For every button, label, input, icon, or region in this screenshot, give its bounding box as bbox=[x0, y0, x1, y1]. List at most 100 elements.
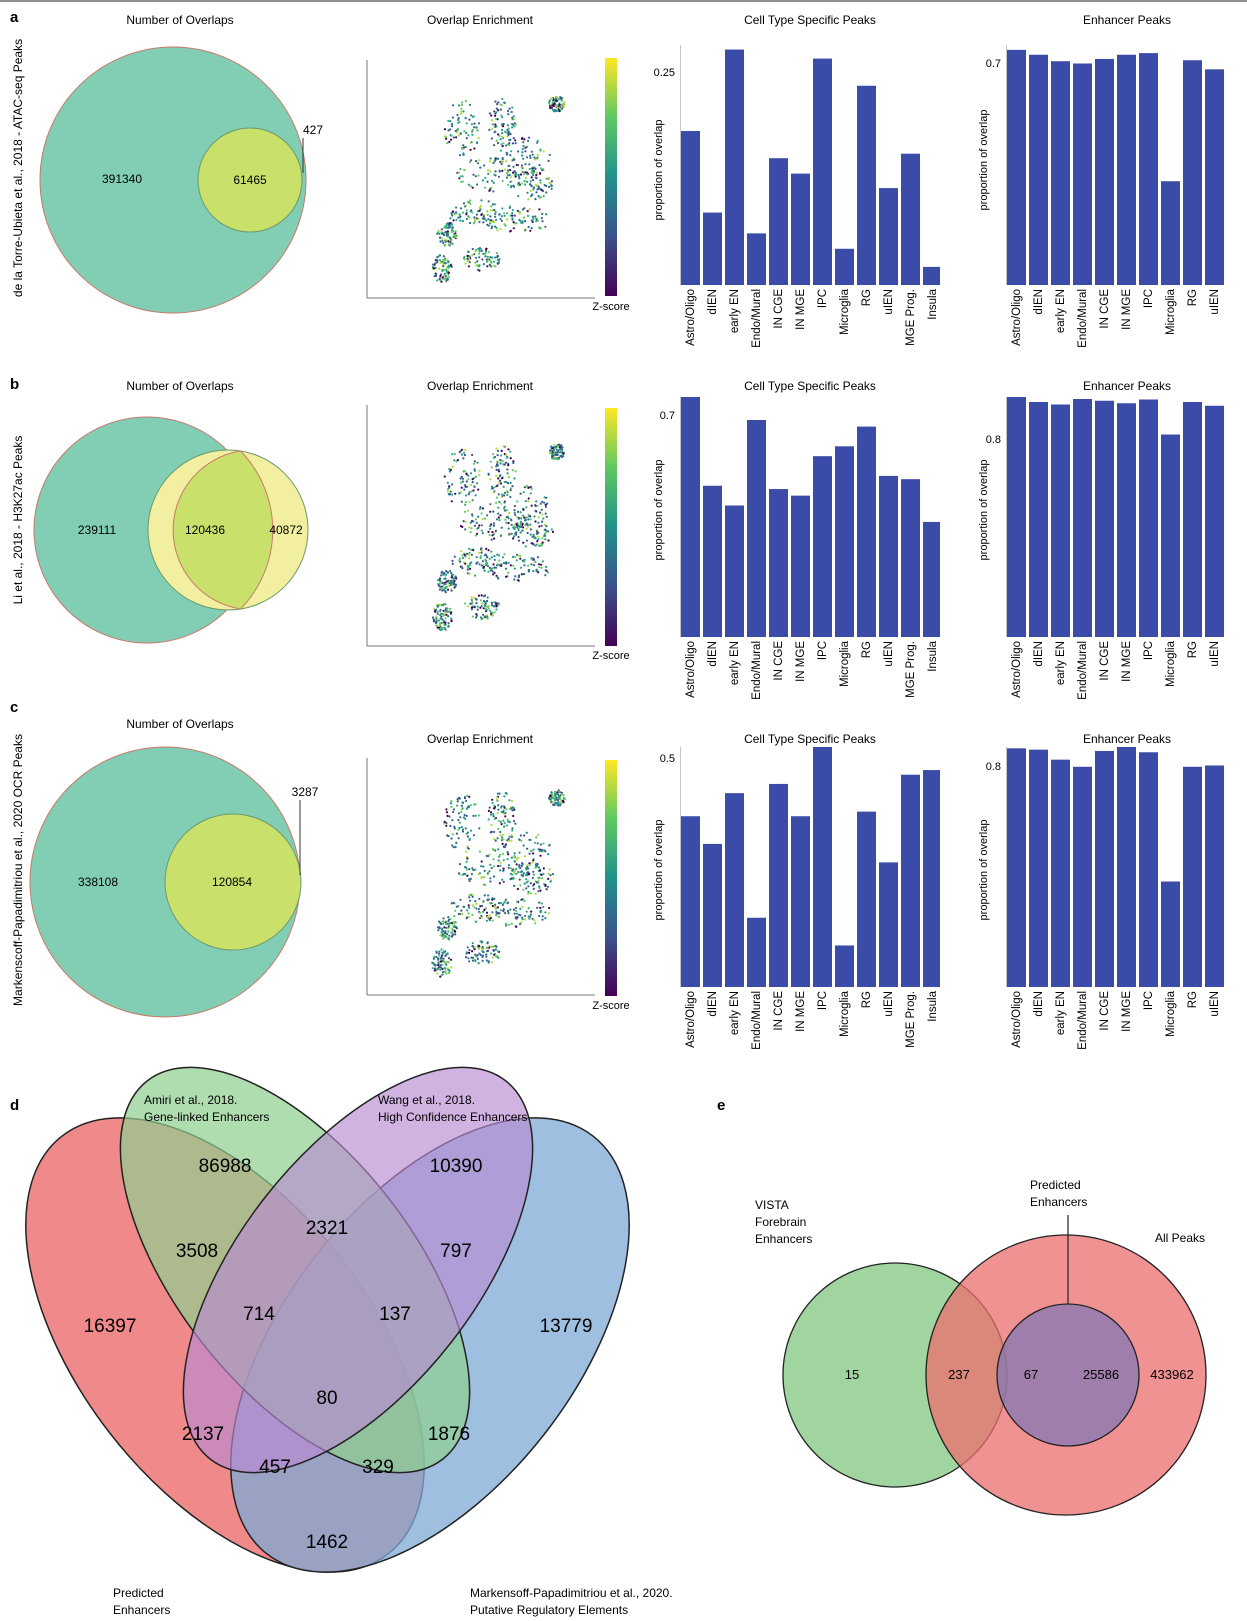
umap-point bbox=[555, 446, 558, 449]
umap-point bbox=[507, 820, 510, 823]
umap-point bbox=[466, 200, 469, 204]
umap-point bbox=[544, 917, 547, 920]
umap-point bbox=[443, 577, 446, 580]
umap-point bbox=[460, 804, 463, 807]
umap-point bbox=[467, 474, 470, 477]
umap-point bbox=[476, 162, 480, 165]
x-tick-label: Microglia bbox=[1165, 288, 1177, 335]
umap-point bbox=[474, 261, 477, 264]
umap-point bbox=[493, 110, 496, 113]
umap-point bbox=[468, 221, 472, 225]
umap-point bbox=[503, 553, 506, 556]
umap-point bbox=[508, 142, 511, 145]
umap-point bbox=[553, 443, 556, 446]
x-tick-label: RG bbox=[1187, 991, 1199, 1008]
umap-point bbox=[439, 275, 442, 278]
bar bbox=[1007, 397, 1026, 637]
umap-point bbox=[562, 796, 565, 799]
umap-point bbox=[474, 868, 477, 871]
umap-point bbox=[478, 474, 481, 477]
count-red-blue: 1462 bbox=[306, 1532, 348, 1553]
umap-point bbox=[469, 521, 472, 524]
umap-point bbox=[532, 557, 535, 560]
umap-point bbox=[461, 801, 464, 804]
umap-point bbox=[499, 108, 502, 111]
umap-point bbox=[549, 880, 552, 883]
umap-point bbox=[457, 812, 460, 815]
umap-point bbox=[504, 815, 507, 818]
umap-point bbox=[492, 264, 495, 267]
umap-point bbox=[505, 218, 509, 221]
umap-point bbox=[503, 501, 506, 504]
umap-point bbox=[471, 499, 474, 502]
umap-point bbox=[508, 923, 511, 926]
umap-point bbox=[531, 535, 534, 538]
umap-point bbox=[451, 116, 454, 119]
umap-point bbox=[545, 213, 548, 216]
umap-point bbox=[447, 261, 450, 264]
enhancer-ylabel: proportion of overlap bbox=[978, 460, 990, 561]
umap-point bbox=[453, 929, 456, 932]
umap-point bbox=[494, 210, 497, 214]
umap-point bbox=[495, 574, 498, 577]
umap-point bbox=[450, 230, 453, 233]
umap-point bbox=[475, 213, 478, 216]
umap-point bbox=[509, 133, 512, 136]
umap-point bbox=[505, 792, 508, 795]
umap-point bbox=[544, 911, 547, 914]
umap-point bbox=[444, 277, 447, 280]
x-tick-label: IPC bbox=[1143, 289, 1155, 308]
umap-point bbox=[444, 610, 447, 614]
umap-point bbox=[484, 603, 487, 606]
umap-point bbox=[513, 528, 516, 531]
umap-point bbox=[464, 817, 467, 820]
umap-point bbox=[503, 507, 506, 510]
bar bbox=[725, 49, 744, 285]
umap-point bbox=[510, 110, 513, 114]
umap-point bbox=[454, 921, 457, 924]
x-tick-label: Astro/Oligo bbox=[1011, 641, 1023, 698]
umap-point bbox=[549, 106, 552, 110]
umap-point bbox=[519, 531, 522, 534]
umap-point bbox=[509, 154, 512, 157]
umap-point bbox=[550, 185, 553, 188]
umap-point bbox=[449, 468, 452, 471]
umap-point bbox=[458, 154, 462, 157]
umap-point bbox=[537, 185, 540, 188]
umap-point bbox=[543, 528, 546, 531]
umap-point bbox=[503, 168, 507, 171]
umap-point bbox=[540, 566, 543, 569]
umap-point bbox=[534, 215, 537, 218]
umap-point bbox=[480, 529, 483, 532]
umap-point bbox=[460, 448, 463, 451]
umap-point bbox=[488, 189, 491, 192]
umap-point bbox=[531, 153, 534, 156]
x-tick-label: early EN bbox=[1055, 289, 1067, 333]
umap-point bbox=[442, 269, 446, 272]
umap-point bbox=[464, 528, 467, 531]
umap-point bbox=[472, 520, 475, 523]
umap-point bbox=[490, 179, 494, 182]
umap-point bbox=[512, 227, 515, 230]
umap-point bbox=[507, 853, 510, 856]
umap-point bbox=[531, 861, 534, 864]
umap-point bbox=[473, 946, 476, 949]
umap-point bbox=[455, 905, 458, 908]
umap-point bbox=[513, 852, 516, 855]
umap-point bbox=[541, 560, 544, 563]
umap-point bbox=[449, 824, 452, 828]
umap-point bbox=[499, 514, 502, 517]
umap-point bbox=[488, 557, 491, 560]
umap-point bbox=[489, 157, 492, 160]
umap-point bbox=[535, 171, 539, 174]
umap-point bbox=[463, 796, 467, 799]
umap-point bbox=[445, 811, 449, 814]
umap-point bbox=[520, 164, 524, 167]
x-tick-label: MGE Prog. bbox=[905, 289, 917, 346]
umap-point bbox=[493, 817, 497, 820]
umap-point bbox=[505, 561, 508, 564]
label-predicted-sub: Enhancers bbox=[113, 1603, 170, 1617]
umap-point bbox=[555, 448, 559, 451]
umap-point bbox=[486, 210, 489, 213]
bar bbox=[1161, 434, 1180, 637]
